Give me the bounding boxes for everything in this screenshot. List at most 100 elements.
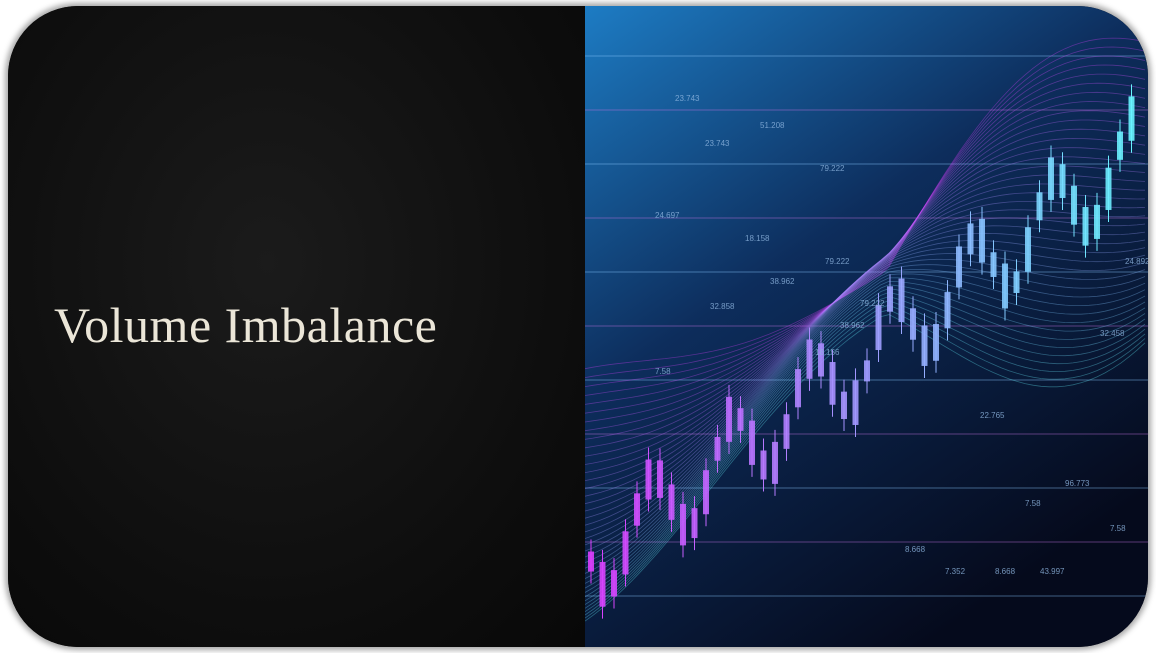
wave-line bbox=[585, 217, 1146, 533]
image-label: 22.765 bbox=[980, 411, 1005, 420]
image-label: 7.58 bbox=[655, 367, 671, 376]
title-panel: Volume Imbalance bbox=[8, 6, 585, 647]
image-label: 79.222 bbox=[860, 299, 885, 308]
candle-body bbox=[588, 551, 594, 572]
wave-line bbox=[585, 300, 1146, 613]
candle-body bbox=[622, 531, 629, 575]
candle-body bbox=[783, 414, 790, 449]
candle-body bbox=[772, 441, 778, 484]
wave-line bbox=[585, 110, 1146, 440]
image-label: 24.697 bbox=[655, 211, 680, 220]
image-label: 51.208 bbox=[760, 121, 785, 130]
candle-body bbox=[1071, 185, 1077, 225]
wave-line bbox=[585, 91, 1146, 423]
slide-frame: Volume Imbalance 23.743 51.208 23.743 79.22… bbox=[8, 6, 1148, 647]
candle-body bbox=[714, 436, 721, 461]
candle-body bbox=[726, 396, 732, 442]
candle-body bbox=[1117, 131, 1123, 160]
wave-line bbox=[585, 147, 1146, 473]
image-label: 8.668 bbox=[905, 545, 926, 554]
wave-line bbox=[585, 156, 1146, 481]
candle-body bbox=[990, 252, 997, 277]
image-label: 43.997 bbox=[1040, 567, 1065, 576]
image-label: 96.773 bbox=[1065, 479, 1090, 488]
candle-body bbox=[921, 325, 928, 366]
wave-line bbox=[585, 201, 1146, 519]
candle-body bbox=[1013, 271, 1020, 294]
image-label: 23.743 bbox=[675, 94, 700, 103]
wave-line bbox=[585, 240, 1146, 552]
wave-line bbox=[585, 73, 1146, 405]
wave-line bbox=[585, 46, 1146, 378]
candle-body bbox=[1105, 167, 1112, 210]
image-label: 32.458 bbox=[1100, 329, 1125, 338]
wave-line bbox=[585, 232, 1146, 546]
candle-body bbox=[668, 484, 675, 520]
candle-body bbox=[1036, 192, 1043, 221]
candle-body bbox=[1082, 206, 1089, 246]
candle-body bbox=[1059, 164, 1066, 199]
candle-body bbox=[634, 493, 640, 526]
candle-body bbox=[967, 223, 974, 255]
wave-line bbox=[585, 273, 1146, 584]
image-label: 79.222 bbox=[820, 164, 845, 173]
candle-body bbox=[818, 343, 824, 377]
candle-body bbox=[1048, 157, 1054, 200]
candle-body bbox=[875, 305, 882, 351]
candle-body bbox=[611, 570, 617, 597]
candle-body bbox=[956, 246, 962, 288]
image-label: 18.156 bbox=[815, 348, 840, 357]
wave-line bbox=[585, 291, 1146, 605]
wave-line bbox=[585, 253, 1146, 564]
wave-line bbox=[585, 264, 1146, 574]
candle-body bbox=[864, 360, 870, 382]
image-label: 32.858 bbox=[710, 302, 735, 311]
stock-chart-image: 23.743 51.208 23.743 79.222 24.697 18.158 79.2… bbox=[585, 6, 1148, 647]
candle-body bbox=[657, 460, 663, 498]
image-label: 18.158 bbox=[745, 234, 770, 243]
wave-line bbox=[585, 314, 1146, 622]
candle-body bbox=[898, 278, 905, 323]
slide-title: Volume Imbalance bbox=[54, 297, 438, 353]
candle-body bbox=[887, 286, 893, 312]
image-label: 23.743 bbox=[705, 139, 730, 148]
candle-body bbox=[1128, 96, 1135, 141]
candle-body bbox=[852, 380, 859, 425]
image-label: 79.222 bbox=[825, 257, 850, 266]
candle-body bbox=[795, 369, 801, 408]
wave-line bbox=[585, 101, 1146, 432]
candle-body bbox=[703, 470, 709, 515]
wave-line bbox=[585, 82, 1146, 414]
candle-body bbox=[599, 561, 606, 607]
candle-body bbox=[1094, 204, 1100, 239]
wave-line bbox=[585, 225, 1146, 539]
image-label: 38.962 bbox=[840, 321, 865, 330]
wave-line bbox=[585, 246, 1146, 558]
wave-line bbox=[585, 296, 1146, 609]
candle-body bbox=[645, 459, 652, 500]
candle-body bbox=[760, 450, 767, 480]
wave-line bbox=[585, 284, 1146, 598]
candle-body bbox=[806, 339, 813, 379]
candle-body bbox=[841, 391, 847, 420]
wave-line bbox=[585, 209, 1146, 526]
candle-body bbox=[944, 292, 951, 329]
candlesticks bbox=[588, 84, 1135, 619]
candle-body bbox=[1002, 263, 1008, 309]
candle-body bbox=[1025, 227, 1031, 272]
candle-body bbox=[691, 508, 698, 539]
candle-body bbox=[910, 308, 916, 340]
candle-body bbox=[737, 408, 744, 431]
candle-body bbox=[979, 218, 985, 263]
grid-lines bbox=[585, 55, 1148, 597]
wave-line bbox=[585, 309, 1146, 619]
image-label: 7.58 bbox=[1025, 499, 1041, 508]
wave-line bbox=[585, 64, 1146, 396]
wave-line bbox=[585, 280, 1146, 593]
image-label: 7.58 bbox=[1110, 524, 1126, 533]
image-label: 7.352 bbox=[945, 567, 966, 576]
wave-line bbox=[585, 288, 1146, 602]
wave-line bbox=[585, 277, 1146, 589]
candle-body bbox=[680, 503, 686, 546]
